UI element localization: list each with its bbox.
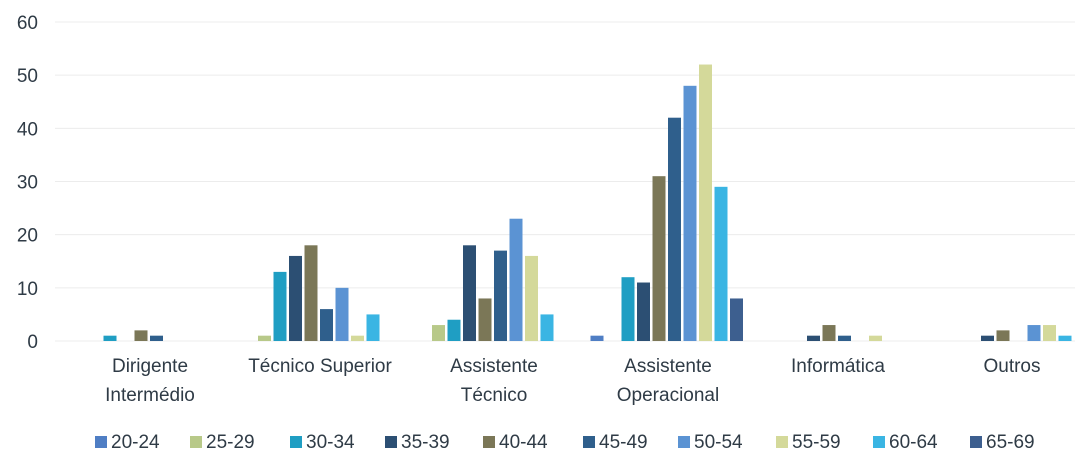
bar	[304, 245, 318, 341]
bar	[494, 250, 507, 341]
bar	[258, 335, 271, 341]
bar	[366, 314, 380, 341]
y-tick-label: 0	[27, 332, 38, 353]
bar	[668, 117, 681, 341]
y-tick-label: 10	[17, 279, 38, 300]
y-tick-label: 40	[17, 119, 38, 140]
legend-label: 30-34	[306, 432, 355, 453]
y-tick-label: 20	[17, 226, 38, 247]
legend-item: 65-69	[970, 432, 1035, 453]
legend-item: 20-24	[95, 432, 160, 453]
legend-item: 40-44	[483, 432, 548, 453]
legend-swatch	[970, 436, 982, 448]
legend-label: 20-24	[111, 432, 160, 453]
bar	[637, 282, 650, 341]
legend-item: 50-54	[678, 432, 743, 453]
legend: 20-24 25-29 30-34 35-39 40-44 45-49 50-54 55-59…	[95, 432, 1035, 453]
bar	[869, 335, 882, 341]
bar	[1027, 325, 1041, 341]
bar	[807, 335, 820, 341]
x-category-label: Operacional	[617, 385, 719, 406]
legend-label: 25-29	[206, 432, 255, 453]
bar	[432, 325, 445, 341]
bar	[447, 319, 461, 341]
bar	[822, 325, 836, 341]
legend-swatch	[873, 436, 885, 448]
legend-label: 40-44	[499, 432, 548, 453]
bar	[683, 85, 697, 341]
legend-swatch	[190, 436, 202, 448]
bar	[478, 298, 492, 341]
y-tick-label: 60	[17, 13, 38, 34]
x-category-label: Outros	[983, 356, 1040, 377]
bar	[509, 218, 523, 341]
bar	[134, 330, 148, 341]
legend-label: 35-39	[401, 432, 450, 453]
legend-item: 45-49	[583, 432, 648, 453]
legend-item: 30-34	[290, 432, 355, 453]
legend-label: 50-54	[694, 432, 743, 453]
x-category-label: Assistente	[624, 356, 712, 377]
legend-swatch	[776, 436, 788, 448]
legend-swatch	[483, 436, 495, 448]
gridlines	[55, 21, 1075, 342]
legend-label: 65-69	[986, 432, 1035, 453]
legend-label: 60-64	[889, 432, 938, 453]
legend-item: 55-59	[776, 432, 841, 453]
bar	[714, 186, 728, 341]
bar	[1043, 325, 1056, 341]
y-tick-label: 30	[17, 173, 38, 194]
bar	[289, 255, 302, 341]
legend-label: 55-59	[792, 432, 841, 453]
y-axis-tick-labels: 0 10 20 30 40 50 60	[17, 13, 38, 353]
bar	[996, 330, 1010, 341]
x-category-label: Assistente	[450, 356, 538, 377]
bar	[1058, 335, 1072, 341]
bar	[652, 176, 666, 341]
x-category-label: Técnico	[461, 385, 528, 406]
bar	[463, 245, 476, 341]
legend-swatch	[678, 436, 690, 448]
bar	[103, 335, 117, 341]
legend-item: 25-29	[190, 432, 255, 453]
legend-swatch	[290, 436, 302, 448]
bar	[621, 277, 635, 341]
bars	[103, 64, 1072, 342]
bar	[320, 309, 333, 341]
y-tick-label: 50	[17, 66, 38, 87]
x-category-label: Intermédio	[105, 385, 195, 406]
x-category-label: Dirigente	[112, 356, 188, 377]
legend-item: 60-64	[873, 432, 938, 453]
bar	[335, 287, 349, 341]
bar	[150, 335, 163, 341]
bar	[351, 335, 364, 341]
legend-swatch	[583, 436, 595, 448]
bar	[838, 335, 851, 341]
x-category-label: Técnico Superior	[248, 356, 392, 377]
bar	[981, 335, 994, 341]
x-axis-category-labels: Dirigente Intermédio Técnico Superior Assis…	[105, 356, 1040, 406]
bar	[540, 314, 554, 341]
legend-item: 35-39	[385, 432, 450, 453]
bar	[525, 255, 538, 341]
bar	[590, 335, 604, 341]
bar	[273, 271, 287, 341]
bar	[699, 64, 712, 342]
legend-swatch	[95, 436, 107, 448]
legend-label: 45-49	[599, 432, 648, 453]
x-category-label: Informática	[791, 356, 885, 377]
legend-swatch	[385, 436, 397, 448]
bar	[730, 298, 743, 341]
